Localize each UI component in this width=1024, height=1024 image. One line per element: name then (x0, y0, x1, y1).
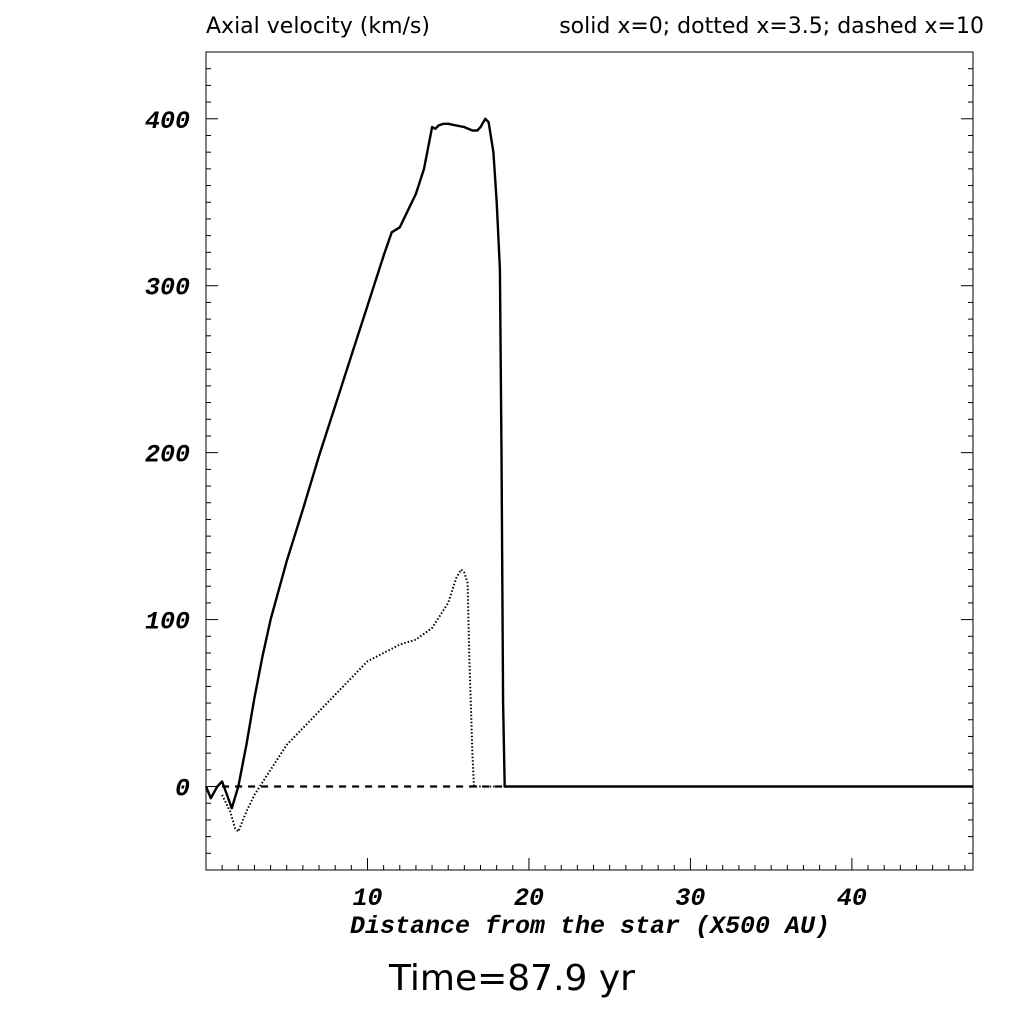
x-axis-label: Distance from the star (X500 AU) (349, 912, 831, 941)
x-tick-label: 20 (514, 884, 544, 913)
x-tick-label: 30 (675, 884, 705, 913)
chart-title: Axial velocity (km/s) (206, 14, 430, 39)
plot-area: 0 100 200 300 400 10 20 30 40 (145, 51, 974, 913)
time-label: Time=87.9 yr (389, 958, 635, 999)
y-tick-label: 0 (175, 775, 190, 804)
y-tick-label: 400 (145, 107, 190, 136)
plot-frame (205, 51, 974, 871)
x-tick-label: 10 (352, 884, 382, 913)
legend-text: solid x=0; dotted x=3.5; dashed x=10 (559, 14, 984, 39)
y-tick-label: 200 (145, 441, 190, 470)
series-line-solid (204, 117, 973, 810)
series-line-dotted (221, 568, 505, 833)
y-tick-label: 100 (145, 608, 190, 637)
series-group (204, 117, 973, 833)
y-tick-label: 300 (145, 274, 190, 303)
x-tick-label: 40 (837, 884, 867, 913)
